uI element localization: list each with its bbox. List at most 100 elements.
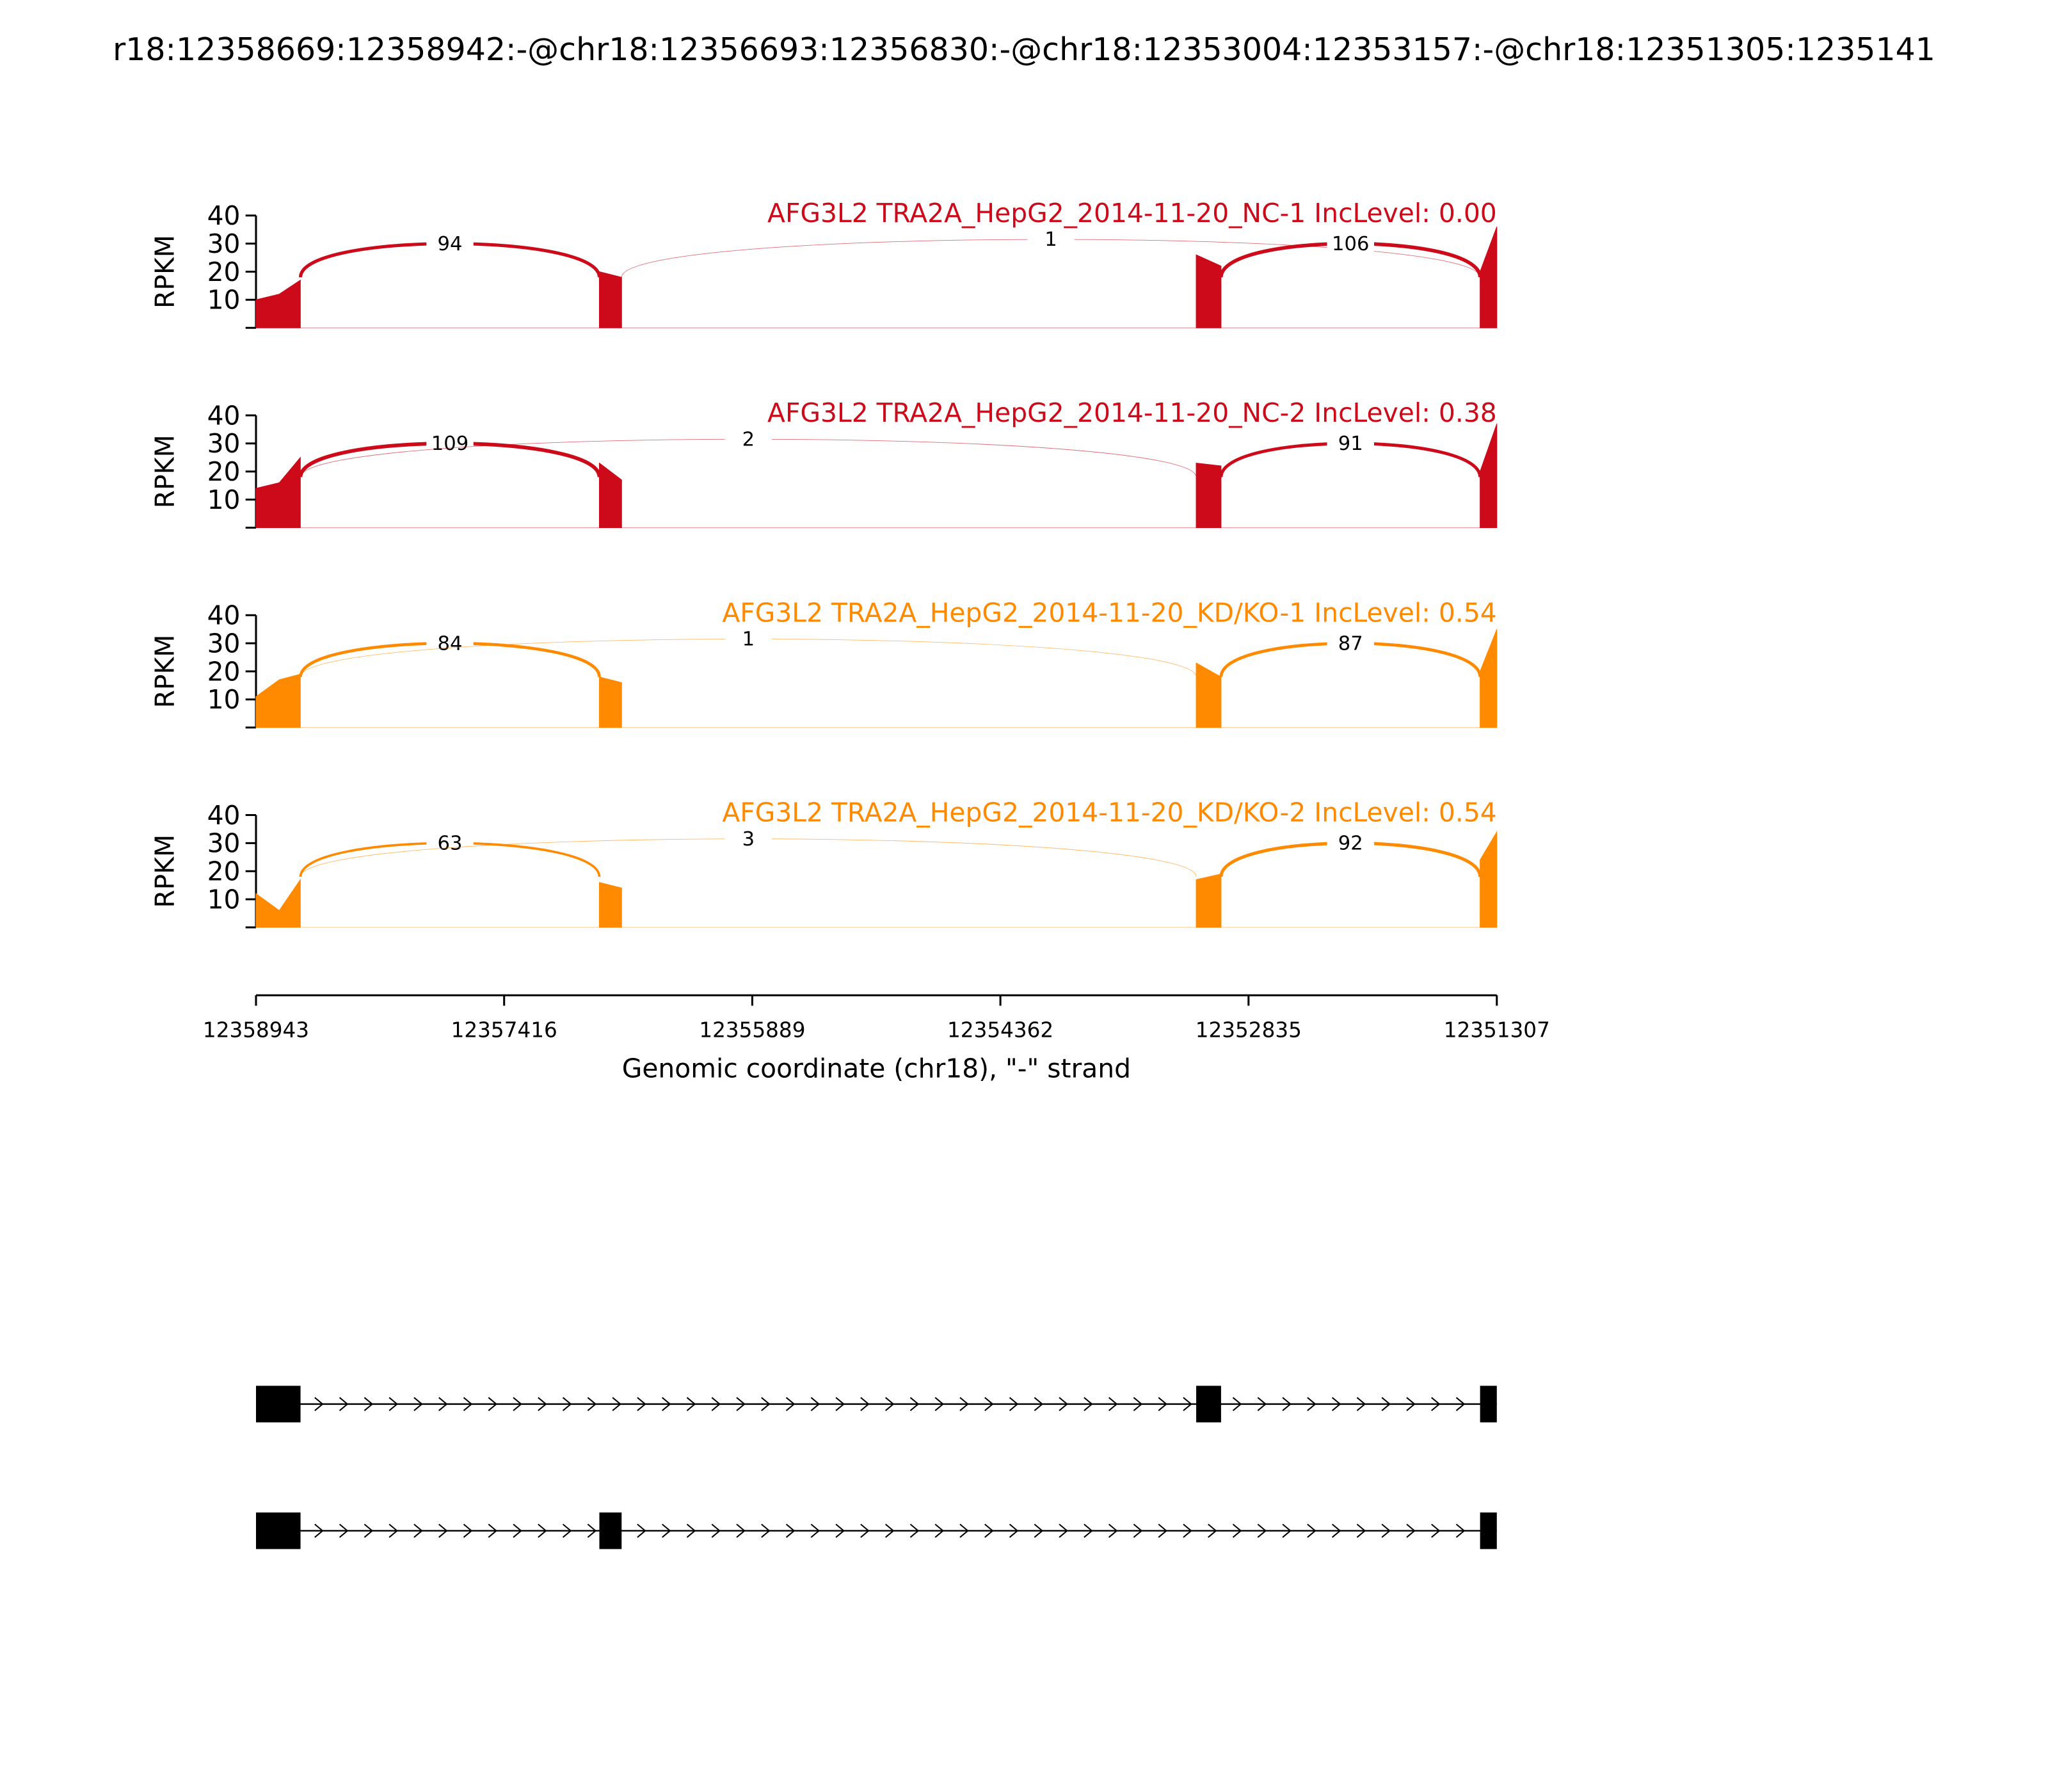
x-tick-label: 12351307: [1444, 1018, 1550, 1042]
strand-chevron: [1257, 1523, 1267, 1538]
strand-chevron: [463, 1523, 473, 1538]
strand-chevron: [1307, 1396, 1316, 1411]
panel-title: AFG3L2 TRA2A_HepG2_2014-11-20_KD/KO-1 In…: [722, 597, 1496, 628]
junction-label-bg: [724, 427, 772, 449]
strand-chevron: [637, 1523, 646, 1538]
strand-chevron: [488, 1396, 498, 1411]
coverage-area: [255, 423, 1498, 528]
strand-chevron: [1158, 1396, 1168, 1411]
y-axis-label: RPKM: [149, 635, 180, 708]
junction-label: 63: [438, 833, 463, 855]
junction-label-bg: [1327, 232, 1375, 253]
strand-chevron: [513, 1396, 522, 1411]
panel-title: AFG3L2 TRA2A_HepG2_2014-11-20_KD/KO-2 In…: [722, 797, 1496, 828]
y-tick-label: 20: [207, 456, 241, 487]
strand-chevron: [761, 1396, 771, 1411]
strand-chevron: [1009, 1523, 1019, 1538]
y-tick-label: 40: [207, 400, 241, 431]
junction-label: 106: [1332, 233, 1369, 255]
strand-chevron: [686, 1523, 696, 1538]
strand-chevron: [909, 1523, 920, 1538]
strand-chevron: [711, 1396, 721, 1411]
strand-chevron: [810, 1396, 820, 1411]
strand-chevron: [761, 1523, 771, 1538]
coverage-area: [255, 628, 1498, 728]
x-axis-label: Genomic coordinate (chr18), "-" strand: [622, 1053, 1131, 1084]
y-axis-label: RPKM: [149, 835, 180, 908]
strand-chevron: [736, 1523, 746, 1538]
y-tick-label: 30: [207, 428, 241, 459]
strand-chevron: [438, 1396, 448, 1411]
junction-label: 1: [1044, 228, 1057, 251]
strand-chevron: [909, 1396, 920, 1411]
strand-chevron: [1455, 1523, 1466, 1538]
strand-chevron: [1356, 1523, 1366, 1538]
strand-chevron: [686, 1396, 696, 1411]
junction-label: 1: [742, 628, 755, 651]
strand-chevron: [1034, 1396, 1044, 1411]
strand-chevron: [835, 1523, 845, 1538]
junction-label: 109: [431, 433, 468, 455]
strand-chevron: [314, 1396, 324, 1411]
strand-chevron: [1133, 1396, 1143, 1411]
y-tick-label: 40: [207, 200, 241, 231]
strand-chevron: [587, 1396, 597, 1411]
strand-chevron: [1406, 1396, 1416, 1411]
strand-chevron: [1331, 1523, 1341, 1538]
strand-chevron: [314, 1523, 324, 1538]
strand-chevron: [364, 1396, 374, 1411]
exon: [256, 1386, 301, 1423]
strand-chevron: [1208, 1523, 1217, 1538]
strand-chevron: [662, 1396, 671, 1411]
strand-chevron: [1034, 1523, 1044, 1538]
strand-chevron: [463, 1396, 473, 1411]
junction-label-bg: [724, 827, 772, 849]
strand-chevron: [488, 1523, 498, 1538]
chart-title: r18:12358669:12358942:-@chr18:12356693:1…: [113, 31, 1935, 68]
y-tick-label: 10: [207, 884, 241, 915]
strand-chevron: [1381, 1396, 1391, 1411]
strand-chevron: [736, 1396, 746, 1411]
exon: [599, 1512, 622, 1549]
panel-title: AFG3L2 TRA2A_HepG2_2014-11-20_NC-2 IncLe…: [767, 397, 1497, 428]
strand-chevron: [860, 1523, 870, 1538]
strand-chevron: [1232, 1523, 1242, 1538]
strand-chevron: [538, 1523, 547, 1538]
y-tick-label: 40: [207, 800, 241, 831]
strand-chevron: [934, 1523, 945, 1538]
junction-label-bg: [1327, 431, 1375, 453]
strand-chevron: [413, 1396, 423, 1411]
strand-chevron: [388, 1396, 399, 1411]
strand-chevron: [562, 1396, 572, 1411]
strand-chevron: [1059, 1396, 1068, 1411]
strand-chevron: [538, 1396, 547, 1411]
y-axis-label: RPKM: [149, 235, 180, 308]
y-tick-label: 40: [207, 600, 241, 631]
junction-label: 3: [742, 828, 755, 851]
strand-chevron: [1431, 1396, 1441, 1411]
strand-chevron: [785, 1523, 796, 1538]
junction-label-bg: [724, 627, 772, 648]
y-tick-label: 10: [207, 684, 241, 715]
x-tick-label: 12358943: [203, 1018, 309, 1042]
junction-label: 92: [1338, 833, 1363, 855]
x-tick-label: 12354362: [947, 1018, 1053, 1042]
exon: [1480, 1512, 1497, 1549]
strand-chevron: [984, 1523, 994, 1538]
strand-chevron: [1307, 1523, 1316, 1538]
strand-chevron: [785, 1396, 796, 1411]
y-tick-label: 10: [207, 285, 241, 316]
coverage-area: [255, 830, 1498, 928]
strand-chevron: [1282, 1523, 1292, 1538]
strand-chevron: [339, 1396, 349, 1411]
junction-label-bg: [1027, 227, 1075, 249]
y-tick-label: 30: [207, 228, 241, 259]
junction-label: 94: [438, 233, 463, 255]
junction-label-bg: [1327, 831, 1375, 852]
strand-chevron: [438, 1523, 448, 1538]
junction-label: 91: [1338, 433, 1363, 455]
x-tick-label: 12357416: [451, 1018, 557, 1042]
y-tick-label: 10: [207, 484, 241, 515]
junction-label: 87: [1338, 632, 1363, 655]
